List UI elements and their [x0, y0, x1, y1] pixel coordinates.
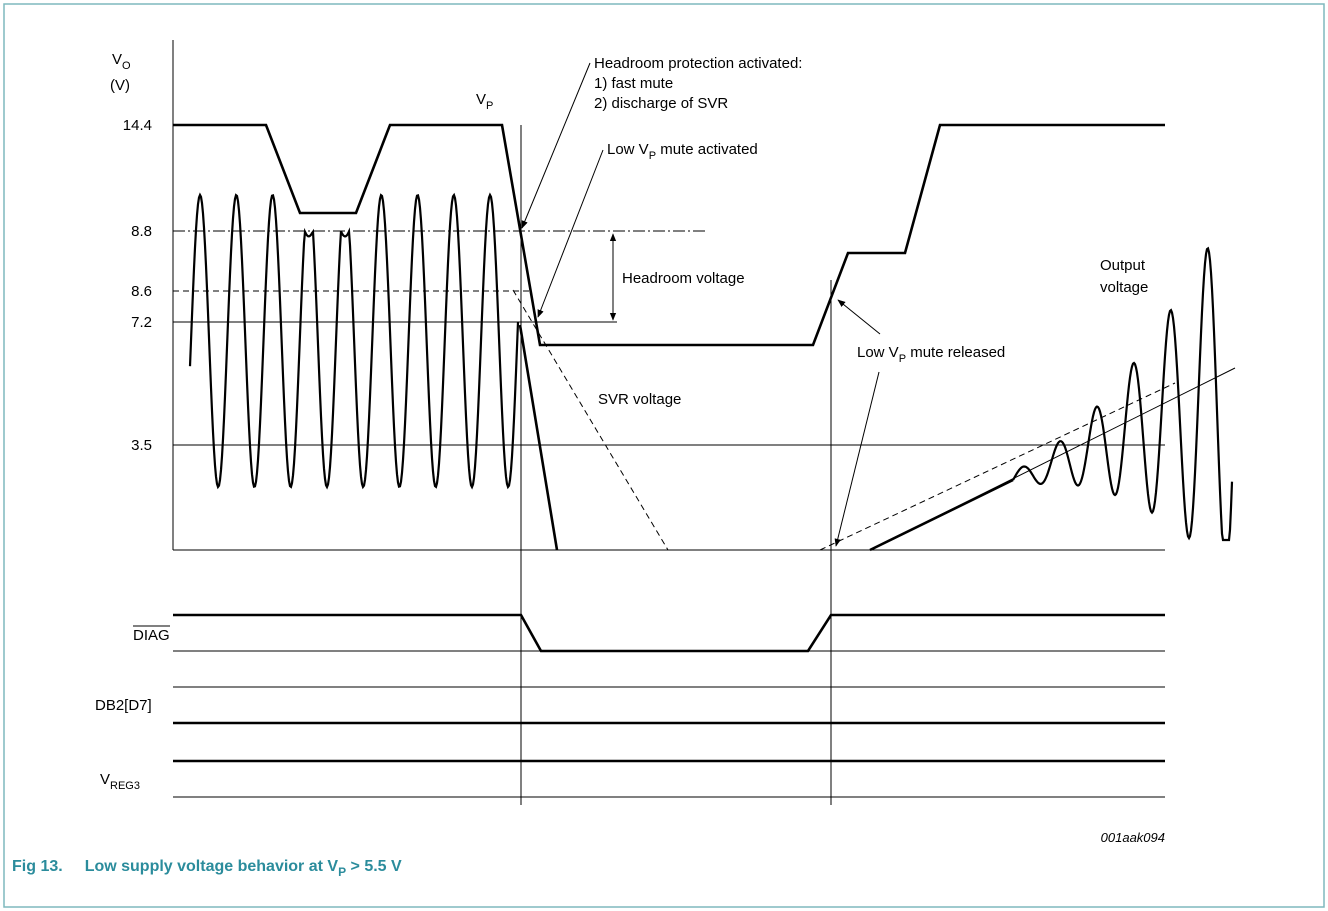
output-fall [518, 324, 559, 551]
svg-text:Low VP mute released: Low VP mute released [857, 344, 1005, 365]
axis-unit: (V) [110, 77, 130, 94]
digital-signals: DIAG DB2[D7] VREG3 [95, 613, 1165, 798]
svg-text:SVR voltage: SVR voltage [598, 391, 681, 408]
svr-fall [512, 289, 669, 551]
output-wave-rise [1012, 246, 1234, 542]
svg-text:Output: Output [1100, 257, 1146, 274]
svg-text:Low VP mute activated: Low VP mute activated [607, 141, 758, 162]
svg-text:voltage: voltage [1100, 279, 1148, 296]
svg-text:1) fast mute: 1) fast mute [594, 75, 673, 92]
caption: Fig 13. Low supply voltage behavior at VP… [12, 858, 402, 879]
svg-text:Headroom protection activated:: Headroom protection activated: [594, 55, 802, 72]
frame [3, 3, 1325, 908]
svg-text:Headroom voltage: Headroom voltage [622, 270, 745, 287]
svr-rise [819, 382, 1176, 551]
svg-text:DB2[D7]: DB2[D7] [95, 697, 152, 714]
vp-label: VP [476, 91, 493, 112]
output-rise [869, 478, 1014, 552]
tick-label: 3.5 [131, 437, 152, 454]
tick-labels: 14.4 8.8 8.6 7.2 3.5 [123, 117, 152, 454]
axis-label: VO [112, 51, 131, 72]
svg-text:VREG3: VREG3 [100, 771, 140, 792]
tick-label: 8.8 [131, 223, 152, 240]
figure-id: 001aak094 [1101, 830, 1165, 845]
vp-curve [173, 123, 1165, 347]
tick-label: 8.6 [131, 283, 152, 300]
annotations: Headroom protection activated: 1) fast m… [521, 55, 1148, 547]
tick-label: 14.4 [123, 117, 152, 134]
svg-text:DIAG: DIAG [133, 627, 170, 644]
output-wave [188, 192, 520, 490]
tick-label: 7.2 [131, 314, 152, 331]
svg-text:2) discharge of SVR: 2) discharge of SVR [594, 95, 728, 112]
